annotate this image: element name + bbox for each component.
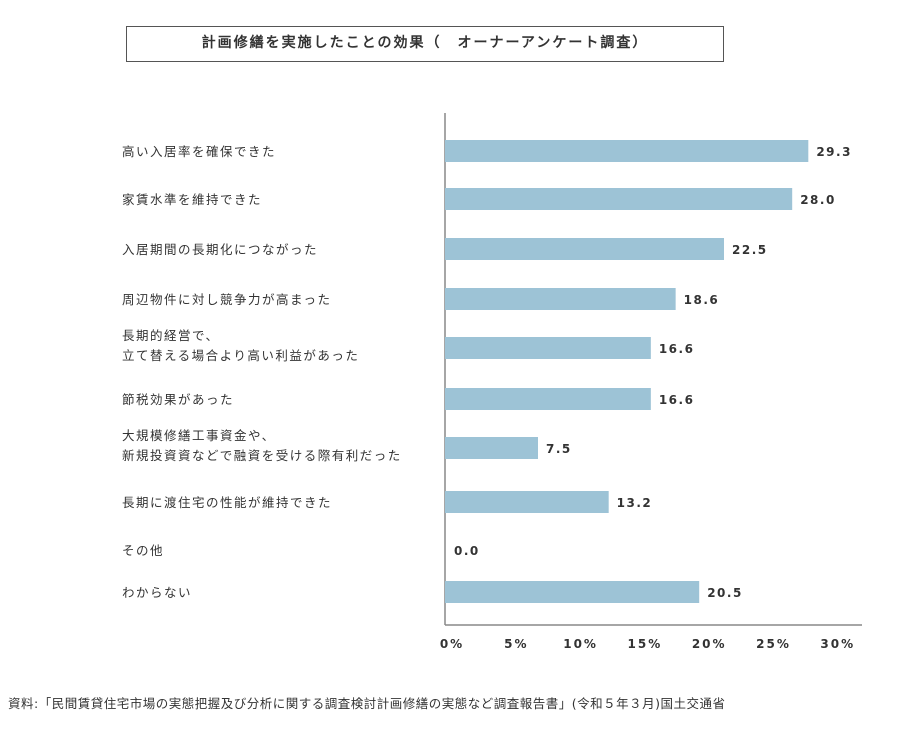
bar (445, 388, 651, 410)
value-label: 16.6 (659, 393, 695, 407)
category-label: 高い入居率を確保できた (122, 144, 276, 159)
x-tick-label: 5% (504, 637, 528, 651)
value-label: 7.5 (546, 442, 572, 456)
value-label: 22.5 (732, 243, 768, 257)
value-label: 0.0 (454, 544, 480, 558)
x-tick-label: 10% (563, 637, 598, 651)
x-tick-label: 15% (628, 637, 663, 651)
bar-chart: 29.3 高い入居率を確保できた 28.0 家賃水準を維持できた 22.5 入居期間の長期… (122, 113, 862, 651)
bar (445, 437, 538, 459)
source-note: 資料:「民間賃貸住宅市場の実態把握及び分析に関する調査検討計画修繕の実態など調査… (8, 696, 726, 711)
value-label: 29.3 (816, 145, 852, 159)
x-tick-label: 0% (440, 637, 464, 651)
category-label: 周辺物件に対し競争力が高まった (122, 292, 332, 307)
value-label: 16.6 (659, 342, 695, 356)
category-label: 節税効果があった (122, 392, 234, 407)
bar (445, 288, 676, 310)
chart-title: 計画修繕を実施したことの効果（ オーナーアンケート調査） (126, 26, 724, 62)
value-label: 13.2 (617, 496, 653, 510)
bar (445, 238, 724, 260)
category-label: その他 (122, 543, 164, 558)
bar (445, 188, 793, 210)
category-label: 立て替える場合より高い利益があった (122, 348, 359, 363)
bar (445, 491, 609, 513)
value-label: 28.0 (800, 193, 836, 207)
bar (445, 337, 651, 359)
bar (445, 140, 809, 162)
x-tick-label: 25% (756, 637, 791, 651)
category-label: 長期に渡住宅の性能が維持できた (122, 495, 332, 510)
value-label: 20.5 (707, 586, 743, 600)
x-tick-label: 30% (820, 637, 855, 651)
category-label: 家賃水準を維持できた (122, 192, 262, 207)
x-tick-label: 20% (692, 637, 727, 651)
category-label: 大規模修繕工事資金や、 (122, 428, 276, 443)
category-label: 長期的経営で、 (122, 328, 220, 343)
category-label: 入居期間の長期化につながった (122, 242, 318, 257)
value-label: 18.6 (684, 293, 720, 307)
bar (445, 581, 700, 603)
category-label: わからない (122, 585, 192, 600)
category-label: 新規投資資などで融資を受ける際有利だった (122, 448, 402, 463)
